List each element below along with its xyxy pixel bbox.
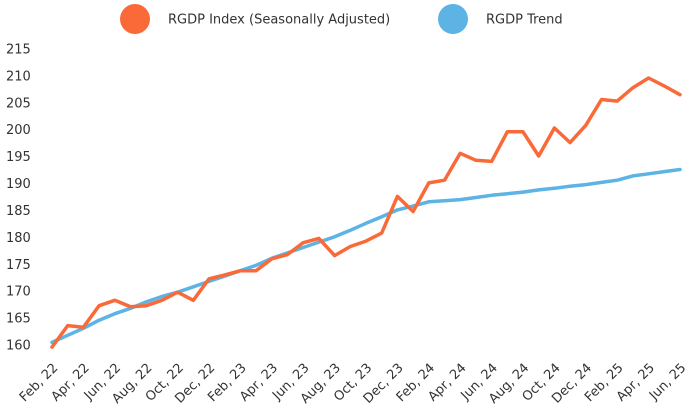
- legend-swatch: [120, 4, 150, 34]
- y-tick-label: 170: [6, 285, 31, 300]
- y-tick-label: 200: [6, 123, 31, 138]
- legend-label: RGDP Trend: [486, 13, 563, 28]
- y-tick-label: 165: [6, 312, 31, 327]
- legend-swatch: [438, 4, 468, 34]
- y-tick-label: 190: [6, 177, 31, 192]
- y-tick-label: 160: [6, 339, 31, 354]
- y-tick-label: 180: [6, 231, 31, 246]
- y-tick-label: 215: [6, 42, 31, 57]
- series-line: [50, 167, 682, 345]
- y-tick-label: 195: [6, 150, 31, 165]
- legend-label: RGDP Index (Seasonally Adjusted): [168, 13, 390, 28]
- series-line: [50, 76, 682, 349]
- y-tick-label: 185: [6, 204, 31, 219]
- y-tick-label: 175: [6, 258, 31, 273]
- y-tick-label: 210: [6, 69, 31, 84]
- y-tick-label: 205: [6, 96, 31, 111]
